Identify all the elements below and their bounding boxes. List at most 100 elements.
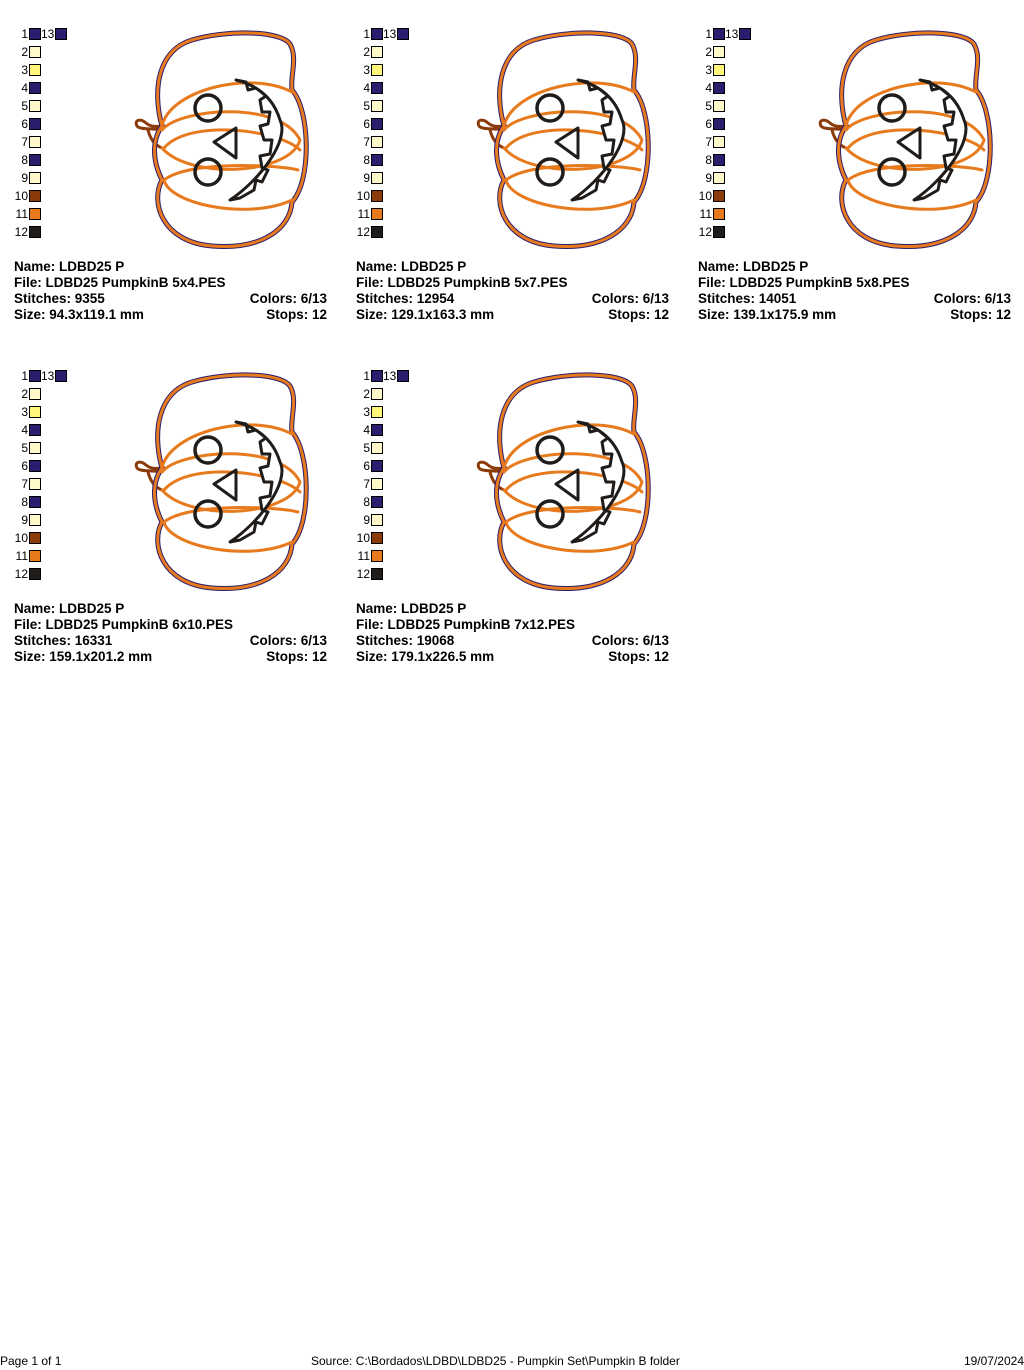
design-name: Name: LDBD25 P [14,259,125,274]
color-swatch [29,64,41,76]
thread-color-row: 10 [698,189,725,203]
nose [554,468,580,502]
pumpkin-ribs [160,81,302,211]
color-swatch [371,550,383,562]
color-swatch [713,226,725,238]
thread-number: 12 [356,567,370,581]
design-info: Name: LDBD25 P File: LDBD25 PumpkinB 5x4… [14,259,327,323]
thread-color-row: 11 [14,207,41,221]
thread-color-row: 13 [383,27,410,41]
color-swatch [29,460,41,472]
pumpkin-design-preview [476,30,651,250]
design-size: Size: 179.1x226.5 mm [356,649,495,664]
design-info: Name: LDBD25 P File: LDBD25 PumpkinB 5x7… [356,259,669,323]
color-count: Colors: 6/13 [933,291,1011,306]
thread-number: 10 [14,531,28,545]
mouth [228,420,284,544]
color-swatch [29,532,41,544]
color-swatch [713,100,725,112]
design-size: Size: 129.1x163.3 mm [356,307,495,322]
thread-number: 6 [363,459,370,473]
color-swatch [371,370,383,382]
color-swatch [29,208,41,220]
color-swatch [29,388,41,400]
color-swatch [371,208,383,220]
color-swatch [29,46,41,58]
thread-color-row: 11 [698,207,725,221]
thread-color-row: 6 [14,117,41,131]
thread-number: 1 [21,27,28,41]
thread-number: 4 [705,81,712,95]
color-swatch [29,370,41,382]
nose [212,126,238,160]
thread-color-row: 12 [356,567,383,581]
color-swatch [371,460,383,472]
thread-color-row: 5 [356,441,383,455]
color-swatch [371,118,383,130]
thread-color-row: 8 [698,153,725,167]
pumpkin-stem [476,460,508,492]
design-card: 1 2 3 4 5 6 7 8 9 10 11 12 13 [684,0,1014,330]
thread-number: 8 [363,153,370,167]
thread-color-row: 8 [356,495,383,509]
right-eye [193,157,223,187]
color-swatch [713,208,725,220]
thread-number: 12 [14,567,28,581]
stop-count: Stops: 12 [266,307,327,322]
color-swatch [371,46,383,58]
thread-number: 7 [705,135,712,149]
mouth [570,420,626,544]
color-swatch [713,82,725,94]
color-swatch [371,496,383,508]
thread-color-row: 3 [14,63,41,77]
design-name: Name: LDBD25 P [698,259,809,274]
thread-color-row: 12 [356,225,383,239]
thread-number: 9 [21,513,28,527]
thread-color-row: 12 [698,225,725,239]
thread-number: 7 [21,477,28,491]
thread-color-row: 13 [725,27,752,41]
color-swatch [371,532,383,544]
thread-color-row: 5 [356,99,383,113]
left-eye [193,435,223,465]
thread-number: 6 [363,117,370,131]
color-swatch [29,172,41,184]
thread-number: 11 [357,549,370,563]
stop-count: Stops: 12 [266,649,327,664]
thread-color-row: 5 [14,441,41,455]
thread-color-row: 5 [14,99,41,113]
color-swatch [29,82,41,94]
page-number: Page 1 of 1 [0,1354,62,1368]
left-eye [535,435,565,465]
thread-number: 1 [705,27,712,41]
thread-color-row: 12 [14,225,41,239]
pumpkin-stem [134,460,166,492]
color-count: Colors: 6/13 [591,633,669,648]
thread-number: 3 [363,405,370,419]
design-info: Name: LDBD25 P File: LDBD25 PumpkinB 6x1… [14,601,327,665]
thread-color-row: 11 [356,207,383,221]
thread-number: 8 [21,153,28,167]
nose [896,126,922,160]
nose [554,126,580,160]
thread-number: 2 [21,45,28,59]
pumpkin-ribs [844,81,986,211]
thread-number: 5 [705,99,712,113]
thread-color-row: 2 [356,387,383,401]
thread-color-row: 1 [356,27,383,41]
thread-number: 13 [383,27,397,41]
color-swatch [29,190,41,202]
color-count: Colors: 6/13 [591,291,669,306]
stop-count: Stops: 12 [950,307,1011,322]
thread-number: 9 [705,171,712,185]
color-swatch [371,442,383,454]
thread-color-row: 11 [356,549,383,563]
color-swatch [371,172,383,184]
design-info: Name: LDBD25 P File: LDBD25 PumpkinB 7x1… [356,601,669,665]
source-path: Source: C:\Bordados\LDBD\LDBD25 - Pumpki… [311,1354,680,1368]
pumpkin-ribs [160,423,302,553]
thread-color-row: 10 [14,189,41,203]
thread-number: 11 [15,207,28,221]
stitch-count: Stitches: 14051 [698,291,797,306]
thread-number: 9 [363,513,370,527]
